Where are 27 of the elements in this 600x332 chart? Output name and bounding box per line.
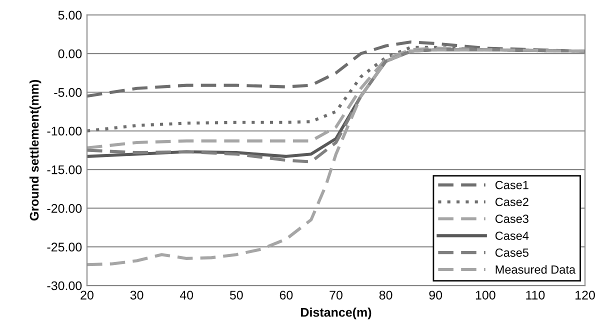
legend-label: Case4 (495, 232, 529, 240)
y-tick-label: 5.00 (58, 10, 82, 20)
x-tick-label: 20 (80, 290, 94, 300)
x-tick-label: 70 (330, 290, 342, 300)
x-tick-label: 120 (576, 290, 595, 300)
y-tick-label: -30.00 (47, 281, 82, 290)
x-tick-label: 40 (180, 290, 194, 300)
x-tick-label: 80 (379, 290, 392, 300)
x-axis-title: Distance(m) (301, 308, 372, 320)
y-tick-label: -10.00 (47, 126, 82, 136)
legend-label: Case5 (495, 248, 528, 257)
y-tick-label: 0.00 (58, 49, 82, 58)
x-tick-label: 100 (476, 290, 496, 300)
legend-label: Case3 (495, 214, 528, 224)
x-tick-label: 60 (280, 290, 293, 300)
y-tick-label: -5.00 (54, 88, 82, 97)
legend-label: Case2 (495, 198, 528, 206)
legend-label: Case1 (495, 180, 528, 190)
y-tick-label: -15.00 (47, 165, 82, 174)
x-tick-label: 30 (130, 290, 144, 300)
y-tick-label: -20.00 (47, 204, 82, 213)
legend-label: Measured Data (496, 265, 576, 274)
x-tick-label: 90 (429, 290, 442, 300)
x-tick-label: 110 (526, 290, 545, 300)
y-tick-label: -25.00 (47, 242, 82, 252)
y-axis-title: Ground settlement(mm) (29, 80, 42, 221)
x-tick-label: 50 (230, 290, 243, 300)
